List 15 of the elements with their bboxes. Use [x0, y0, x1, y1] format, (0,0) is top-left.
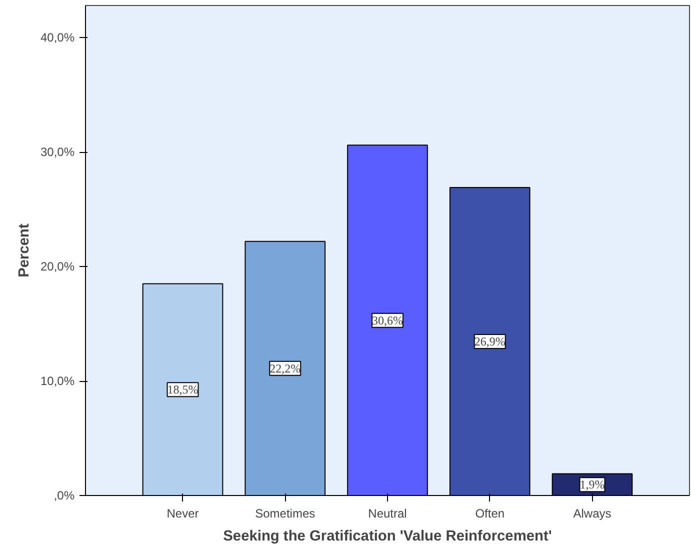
x-axis-title: Seeking the Gratification 'Value Reinforcement' — [223, 528, 552, 544]
data-label: 22,2% — [270, 361, 301, 376]
x-tick-label: Often — [475, 506, 505, 520]
y-tick-label: 10,0% — [40, 374, 75, 388]
y-axis-title: Percent — [16, 224, 32, 278]
x-tick-label: Never — [166, 506, 199, 520]
x-tick-label: Always — [573, 506, 612, 520]
data-label: 26,9% — [474, 334, 506, 349]
x-tick-label: Neutral — [368, 506, 407, 520]
data-label: 30,6% — [372, 313, 403, 328]
y-tick-label: ,0% — [54, 488, 75, 502]
y-tick-label: 40,0% — [40, 30, 75, 45]
x-tick-label: Sometimes — [255, 506, 316, 520]
y-tick-label: 30,0% — [40, 145, 75, 160]
y-tick-label: 20,0% — [40, 260, 75, 274]
